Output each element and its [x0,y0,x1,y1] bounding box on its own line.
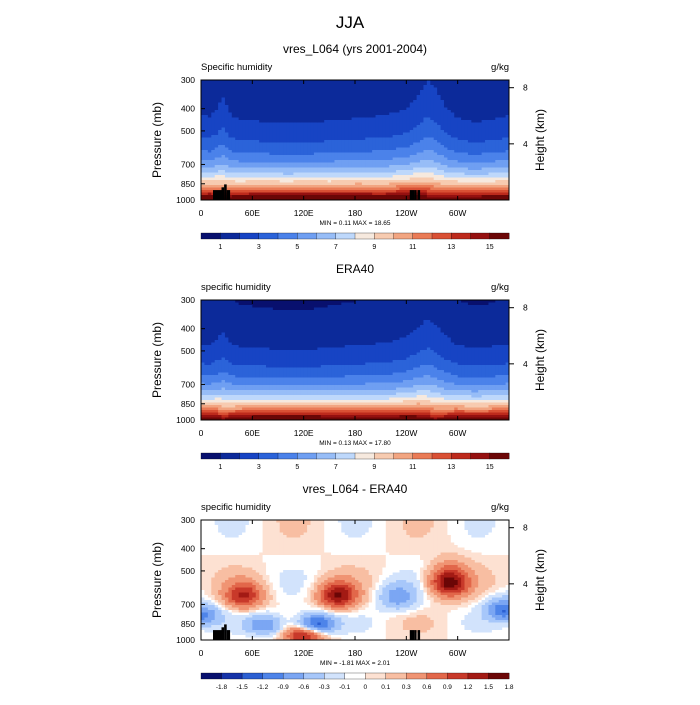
colorbar-label: 7 [334,244,338,251]
field-label: Specific humidity [201,62,273,73]
colorbar-label: 3 [257,244,261,251]
topography-mask [213,190,222,200]
colorbar-label: 13 [447,244,455,251]
topography-mask [227,190,230,200]
topography-mask [415,190,417,200]
colorbar-label: 15 [486,244,494,251]
y-tick-label: 500 [181,126,195,136]
heatmap-field [201,300,510,421]
heatmap-field [201,80,510,201]
panel-title: ERA40 [336,262,374,276]
x-tick-label: 120W [395,208,417,218]
units-label: g/kg [491,62,509,73]
y2-tick-label: 4 [523,139,528,149]
colorbar-swatch [374,233,393,239]
colorbar-swatch [471,233,490,239]
colorbar-swatch [297,233,316,239]
colorbar-swatch [259,233,278,239]
colorbar-label: 9 [372,244,376,251]
y-tick-label: 1000 [176,195,195,205]
colorbar-swatch [240,233,259,239]
topography-mask [224,184,227,200]
x-tick-label: 0 [199,208,204,218]
topography-mask [418,190,421,200]
colorbar-swatch [201,233,220,239]
page-title: JJA [336,13,365,32]
y-tick-label: 850 [181,179,195,189]
panel-title: vres_L064 (yrs 2001-2004) [283,42,427,56]
y-tick-label: 400 [181,104,195,114]
y-tick-label: 700 [181,159,195,169]
x-tick-label: 180 [348,208,362,218]
colorbar-swatch [451,233,470,239]
topography-mask [410,190,415,200]
colorbar-swatch [490,233,509,239]
colorbar-swatch [220,233,239,239]
topography-mask [222,187,225,200]
units-label: g/kg [491,282,509,293]
colorbar-swatch [355,233,374,239]
colorbar-swatch [336,233,355,239]
colorbar-swatch [413,233,432,239]
x-tick-label: 120E [294,208,314,218]
colorbar-swatch [394,233,413,239]
field-label: specific humidity [201,282,271,293]
y2-tick-label: 8 [523,83,528,93]
y-tick-label: 300 [181,75,195,85]
colorbar-label: 1 [218,244,222,251]
y2-axis-label: Height (km) [533,109,547,171]
y-axis-label: Pressure (mb) [150,102,164,178]
colorbar-swatch [317,233,336,239]
x-tick-label: 60W [449,208,466,218]
x-tick-label: 60E [245,208,260,218]
stats-text: MIN = 0.11 MAX = 18.65 [319,220,390,227]
colorbar-swatch [278,233,297,239]
colorbar-label: 11 [409,244,416,251]
colorbar-swatch [432,233,451,239]
colorbar-label: 5 [295,244,299,251]
